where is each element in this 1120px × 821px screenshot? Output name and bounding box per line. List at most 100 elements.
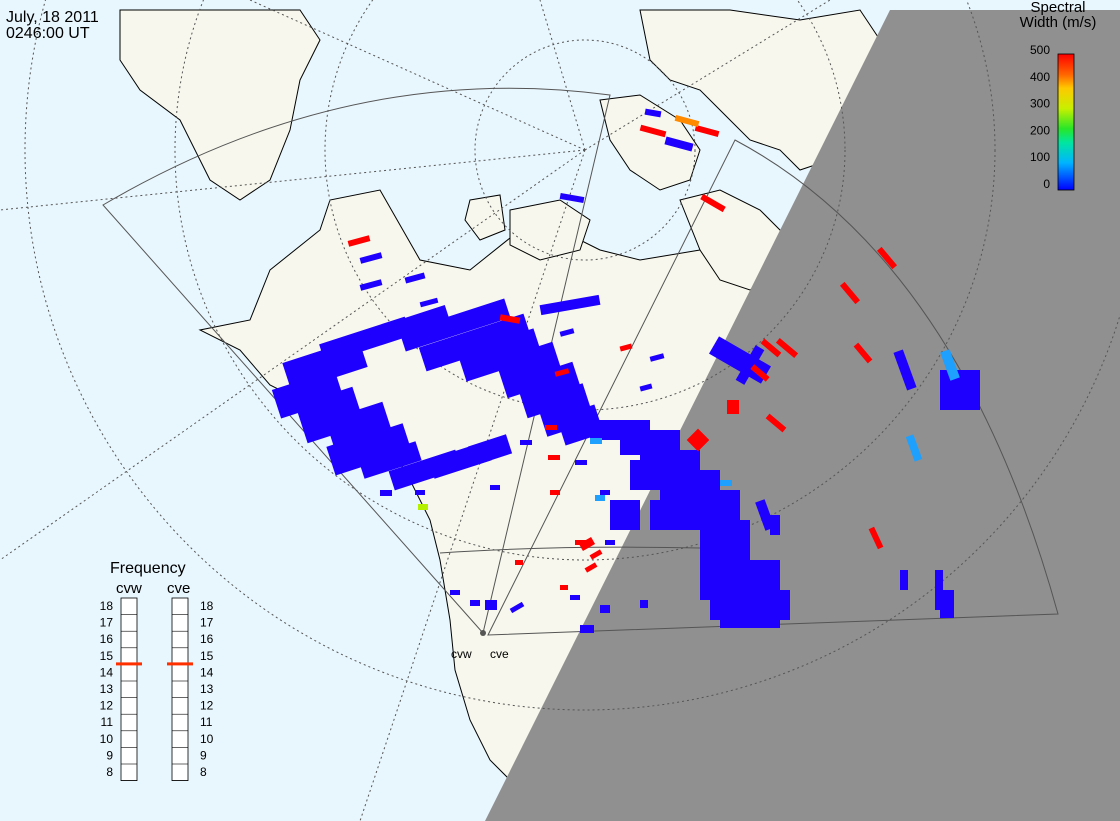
backscatter-cell	[905, 434, 923, 462]
backscatter-cell	[940, 370, 980, 410]
backscatter-cell	[839, 281, 861, 305]
backscatter-cell	[650, 500, 690, 530]
backscatter-cell	[359, 279, 383, 291]
backscatter-cell	[595, 495, 605, 501]
backscatter-cell	[720, 600, 780, 628]
backscatter-cell	[619, 343, 633, 352]
frequency-indicator-cvw	[116, 662, 142, 666]
backscatter-cell	[548, 455, 560, 460]
backscatter-cell	[760, 338, 782, 358]
frequency-scale-label: 14	[200, 665, 214, 679]
colour-bar-tick-label: 400	[1030, 70, 1050, 84]
backscatter-cell	[853, 342, 873, 364]
backscatter-cell	[580, 625, 594, 633]
frequency-scale-label: 12	[100, 699, 114, 713]
backscatter-cell	[358, 441, 422, 479]
backscatter-cell	[457, 328, 543, 382]
backscatter-cell	[639, 124, 667, 138]
colour-bar-tick-label: 300	[1030, 97, 1050, 111]
frequency-scale-label: 11	[200, 715, 213, 729]
frequency-title: Frequency	[110, 560, 186, 577]
backscatter-cell	[584, 562, 598, 573]
backscatter-cell	[490, 485, 500, 490]
backscatter-cell	[750, 364, 770, 382]
radar-fields-of-view	[102, 87, 1059, 636]
backscatter-cell	[554, 368, 570, 377]
backscatter-cell	[539, 294, 601, 316]
legend-title-line2: Width (m/s)	[1019, 14, 1097, 31]
backscatter-cell	[765, 413, 787, 433]
radar-label-cvw: cvw	[451, 647, 472, 661]
backscatter-cell	[570, 595, 580, 600]
backscatter-cell	[876, 246, 898, 270]
frequency-scale-label: 9	[106, 748, 113, 762]
backscatter-cell	[630, 460, 670, 490]
backscatter-cell	[770, 515, 780, 535]
frequency-indicator-cve	[167, 662, 193, 666]
backscatter-cell	[590, 438, 602, 444]
backscatter-cell	[485, 600, 497, 610]
colour-bar	[1057, 53, 1075, 191]
frequency-scale-label: 10	[100, 732, 114, 746]
backscatter-cell	[893, 349, 917, 391]
frequency-scale-label: 9	[200, 748, 207, 762]
radar-site-marker	[480, 630, 486, 636]
backscatter-cell	[868, 526, 884, 550]
backscatter-cell	[467, 434, 513, 466]
frequency-scale-label: 16	[100, 632, 114, 646]
backscatter-cell	[418, 504, 428, 510]
backscatter-cell	[559, 192, 585, 204]
backscatter-cell	[575, 540, 587, 545]
backscatter-cell	[380, 490, 392, 496]
backscatter-cell	[404, 272, 426, 284]
time-label: 0246:00 UT	[6, 25, 90, 42]
backscatter-cell	[640, 600, 648, 608]
frequency-scale-label: 15	[200, 649, 214, 663]
cvw-fov-outline	[102, 87, 611, 634]
backscatter-cell	[940, 349, 960, 381]
backscatter-cell	[940, 590, 954, 618]
colour-bar-tick-label: 200	[1030, 123, 1050, 137]
backscatter-cell	[499, 314, 521, 324]
backscatter-cell	[900, 570, 908, 590]
frequency-scale-label: 17	[100, 616, 114, 630]
frequency-scale-label: 18	[100, 599, 114, 613]
backscatter-cell	[664, 136, 694, 152]
banks-island	[464, 194, 506, 241]
backscatter-cell	[649, 353, 665, 362]
legend-title-line1: Spectral	[1030, 0, 1086, 16]
backscatter-cell	[559, 328, 575, 337]
frequency-scale-label: 13	[200, 682, 214, 696]
freq-radar-label-cvw: cvw	[116, 580, 142, 597]
nightside-terminator	[485, 10, 1120, 821]
backscatter-cell	[349, 304, 451, 354]
backscatter-cell	[674, 114, 700, 128]
spectral-width-legend: 500 400 300 200 100 0	[1030, 43, 1075, 191]
backscatter-cell	[560, 585, 568, 590]
date-label: July, 18 2011	[6, 9, 99, 26]
frequency-scale-label: 15	[100, 649, 114, 663]
frequency-scale-label: 16	[200, 632, 214, 646]
ellesmere-island	[599, 94, 701, 191]
siberia	[119, 9, 321, 201]
backscatter-cell	[575, 460, 587, 465]
backscatter-cell	[720, 480, 732, 486]
backscatter-cell	[694, 124, 720, 138]
backscatter-cell	[605, 540, 615, 545]
frequency-scale-label: 8	[106, 765, 113, 779]
backscatter-cell	[578, 537, 596, 551]
backscatter-cell	[470, 600, 480, 606]
frequency-scale-label: 13	[100, 682, 114, 696]
colour-bar-tick-label: 100	[1030, 150, 1050, 164]
frequency-scale-label: 14	[100, 665, 114, 679]
timestamp-header: July, 18 2011 0246:00 UT	[6, 10, 99, 42]
backscatter-cell	[418, 313, 532, 372]
frequency-scale-bars: 18 17 16 15 14 13 12 11 10 9 8 18 17 16 15 14 13 12 11 10 9 8	[100, 597, 214, 782]
backscatter-cell	[509, 601, 525, 614]
frequency-scale-label: 12	[200, 699, 214, 713]
backscatter-cell	[686, 428, 710, 452]
inner-range-arc	[439, 546, 701, 554]
colour-bar-tick-label: 0	[1043, 177, 1050, 191]
backscatter-cell	[600, 605, 610, 613]
frequency-panel: cvw cve 18 17 16 15 14 13 12 11 10 9 8 18 17 16 15 14 13…	[100, 580, 214, 782]
